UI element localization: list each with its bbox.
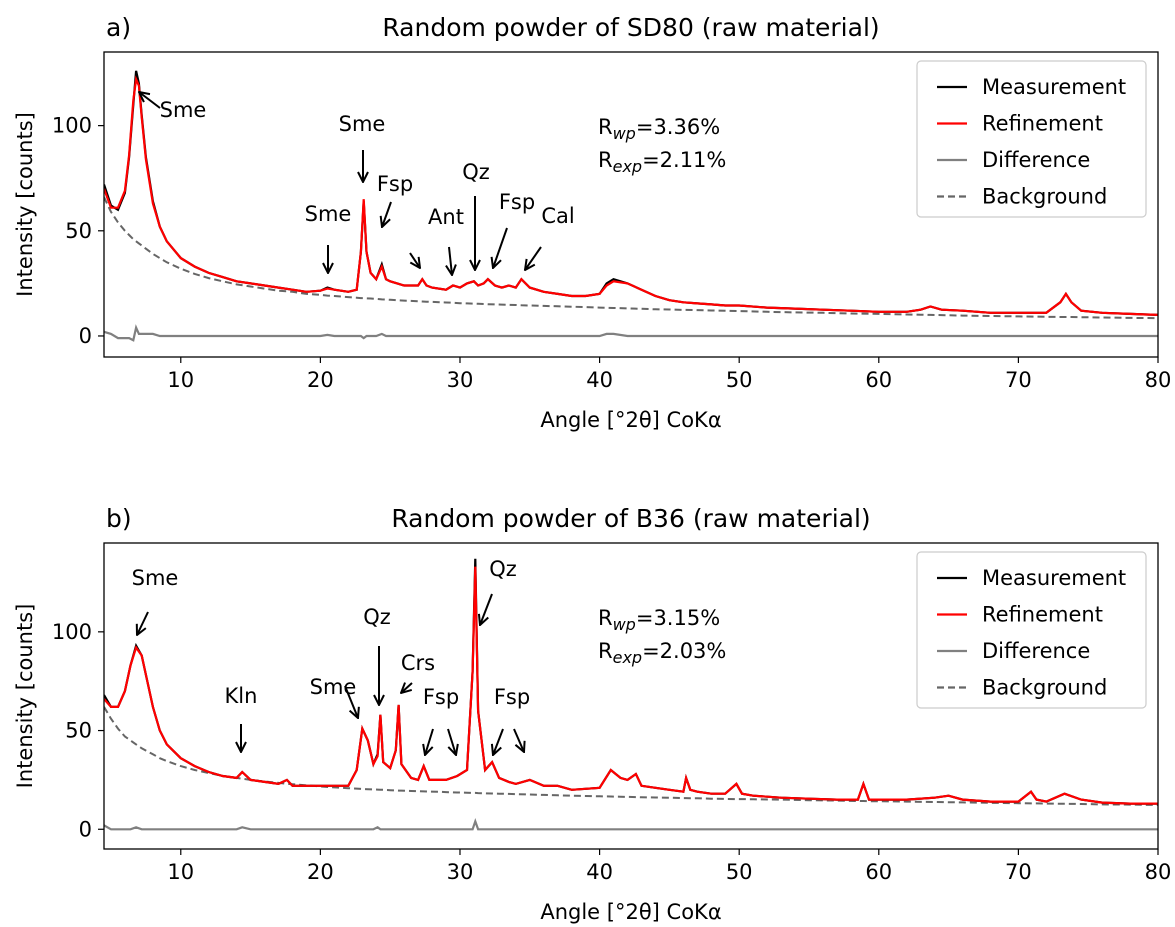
stat-subscript: exp	[613, 157, 642, 176]
annotation: Cal	[541, 204, 574, 228]
series-line	[104, 196, 1158, 320]
annotation-arrow	[139, 92, 161, 109]
annotation-arrow	[137, 611, 149, 635]
annotation: Sme	[160, 98, 207, 122]
annotation-arrow	[493, 728, 504, 755]
legend-label: Difference	[982, 148, 1090, 172]
stat-value: =2.03%	[642, 639, 726, 663]
annotation: Fsp	[377, 172, 413, 196]
annotation: Crs	[401, 651, 435, 675]
stat-value: =2.11%	[642, 148, 726, 172]
annotation-arrow	[401, 683, 413, 693]
y-axis-label: Intensity [counts]	[13, 112, 37, 297]
x-axis-label: Angle [°2θ] CoKα	[540, 408, 721, 432]
legend-label: Measurement	[982, 566, 1126, 590]
x-tick-label: 40	[586, 368, 613, 392]
legend-label: Background	[982, 185, 1107, 209]
series-line	[104, 566, 1158, 805]
x-tick-label: 10	[167, 860, 194, 884]
x-tick-label: 50	[726, 860, 753, 884]
y-tick-label: 100	[52, 620, 92, 644]
annotation: Sme	[339, 112, 386, 136]
stat-symbol: R	[598, 115, 613, 139]
stat-subscript: wp	[613, 615, 636, 634]
annotation-arrow	[493, 227, 508, 268]
series-line	[104, 818, 1158, 831]
y-tick-label: 50	[65, 219, 92, 243]
fit-statistic: Rwp=3.36%	[598, 115, 720, 143]
annotation: Kln	[225, 684, 258, 708]
legend-label: Difference	[982, 639, 1090, 663]
legend-label: Measurement	[982, 75, 1126, 99]
x-tick-label: 60	[865, 860, 892, 884]
stat-value: =3.36%	[636, 115, 720, 139]
series-line	[104, 706, 1158, 806]
annotation: Fsp	[499, 190, 535, 214]
x-tick-label: 20	[307, 368, 334, 392]
stat-symbol: R	[598, 639, 613, 663]
y-axis-label: Intensity [counts]	[13, 604, 37, 789]
panel-label: a)	[106, 13, 131, 42]
annotation: Sme	[132, 566, 179, 590]
annotation: Sme	[305, 202, 352, 226]
stat-subscript: exp	[613, 648, 642, 667]
x-tick-label: 20	[307, 860, 334, 884]
legend-label: Background	[982, 676, 1107, 700]
chart-title: Random powder of B36 (raw material)	[391, 504, 870, 533]
annotation: Qz	[462, 160, 490, 184]
plot-frame	[103, 542, 1159, 850]
x-tick-label: 40	[586, 860, 613, 884]
panel: b) Random powder of B36 (raw material) 10 2…	[13, 504, 1171, 924]
x-tick-label: 30	[447, 860, 474, 884]
x-tick-label: 80	[1145, 860, 1172, 884]
legend-box	[916, 551, 1147, 709]
annotation-arrow	[449, 246, 452, 275]
y-tick-label: 0	[79, 324, 92, 348]
annotation: Qz	[363, 605, 391, 629]
panel-label: b)	[106, 504, 132, 533]
x-tick-label: 10	[167, 368, 194, 392]
stat-subscript: wp	[613, 124, 636, 143]
x-tick-label: 70	[1005, 368, 1032, 392]
x-tick-label: 30	[447, 368, 474, 392]
fit-statistic: Rexp=2.03%	[598, 639, 726, 667]
series-line	[104, 75, 1158, 316]
annotation-arrow	[425, 728, 434, 755]
series-line	[104, 324, 1158, 342]
annotation-arrow	[409, 252, 420, 268]
annotation-arrow	[480, 593, 493, 625]
y-tick-label: 50	[65, 719, 92, 743]
legend-label: Refinement	[982, 603, 1103, 627]
x-tick-label: 50	[726, 368, 753, 392]
fit-statistic: Rwp=3.15%	[598, 606, 720, 634]
annotation: Fsp	[423, 685, 459, 709]
plot-frame	[103, 51, 1159, 358]
annotation: Qz	[489, 557, 517, 581]
annotation-arrow	[525, 246, 542, 270]
stat-symbol: R	[598, 606, 613, 630]
legend-label: Refinement	[982, 112, 1103, 136]
annotation-arrow	[447, 728, 456, 755]
annotation: Ant	[428, 205, 464, 229]
x-axis-label: Angle [°2θ] CoKα	[540, 900, 721, 924]
stat-symbol: R	[598, 148, 613, 172]
y-tick-label: 100	[52, 114, 92, 138]
x-tick-label: 80	[1145, 368, 1172, 392]
annotation-arrow	[513, 728, 524, 752]
x-tick-label: 60	[865, 368, 892, 392]
y-tick-label: 0	[79, 817, 92, 841]
annotation: Fsp	[494, 685, 530, 709]
panel: a) Random powder of SD80 (raw material) 10…	[13, 13, 1171, 432]
x-tick-label: 70	[1005, 860, 1032, 884]
annotation-arrow	[344, 685, 358, 718]
fit-statistic: Rexp=2.11%	[598, 148, 726, 176]
stat-value: =3.15%	[636, 606, 720, 630]
annotation-arrow	[382, 201, 392, 227]
legend-box	[916, 60, 1147, 218]
chart-title: Random powder of SD80 (raw material)	[382, 13, 879, 42]
